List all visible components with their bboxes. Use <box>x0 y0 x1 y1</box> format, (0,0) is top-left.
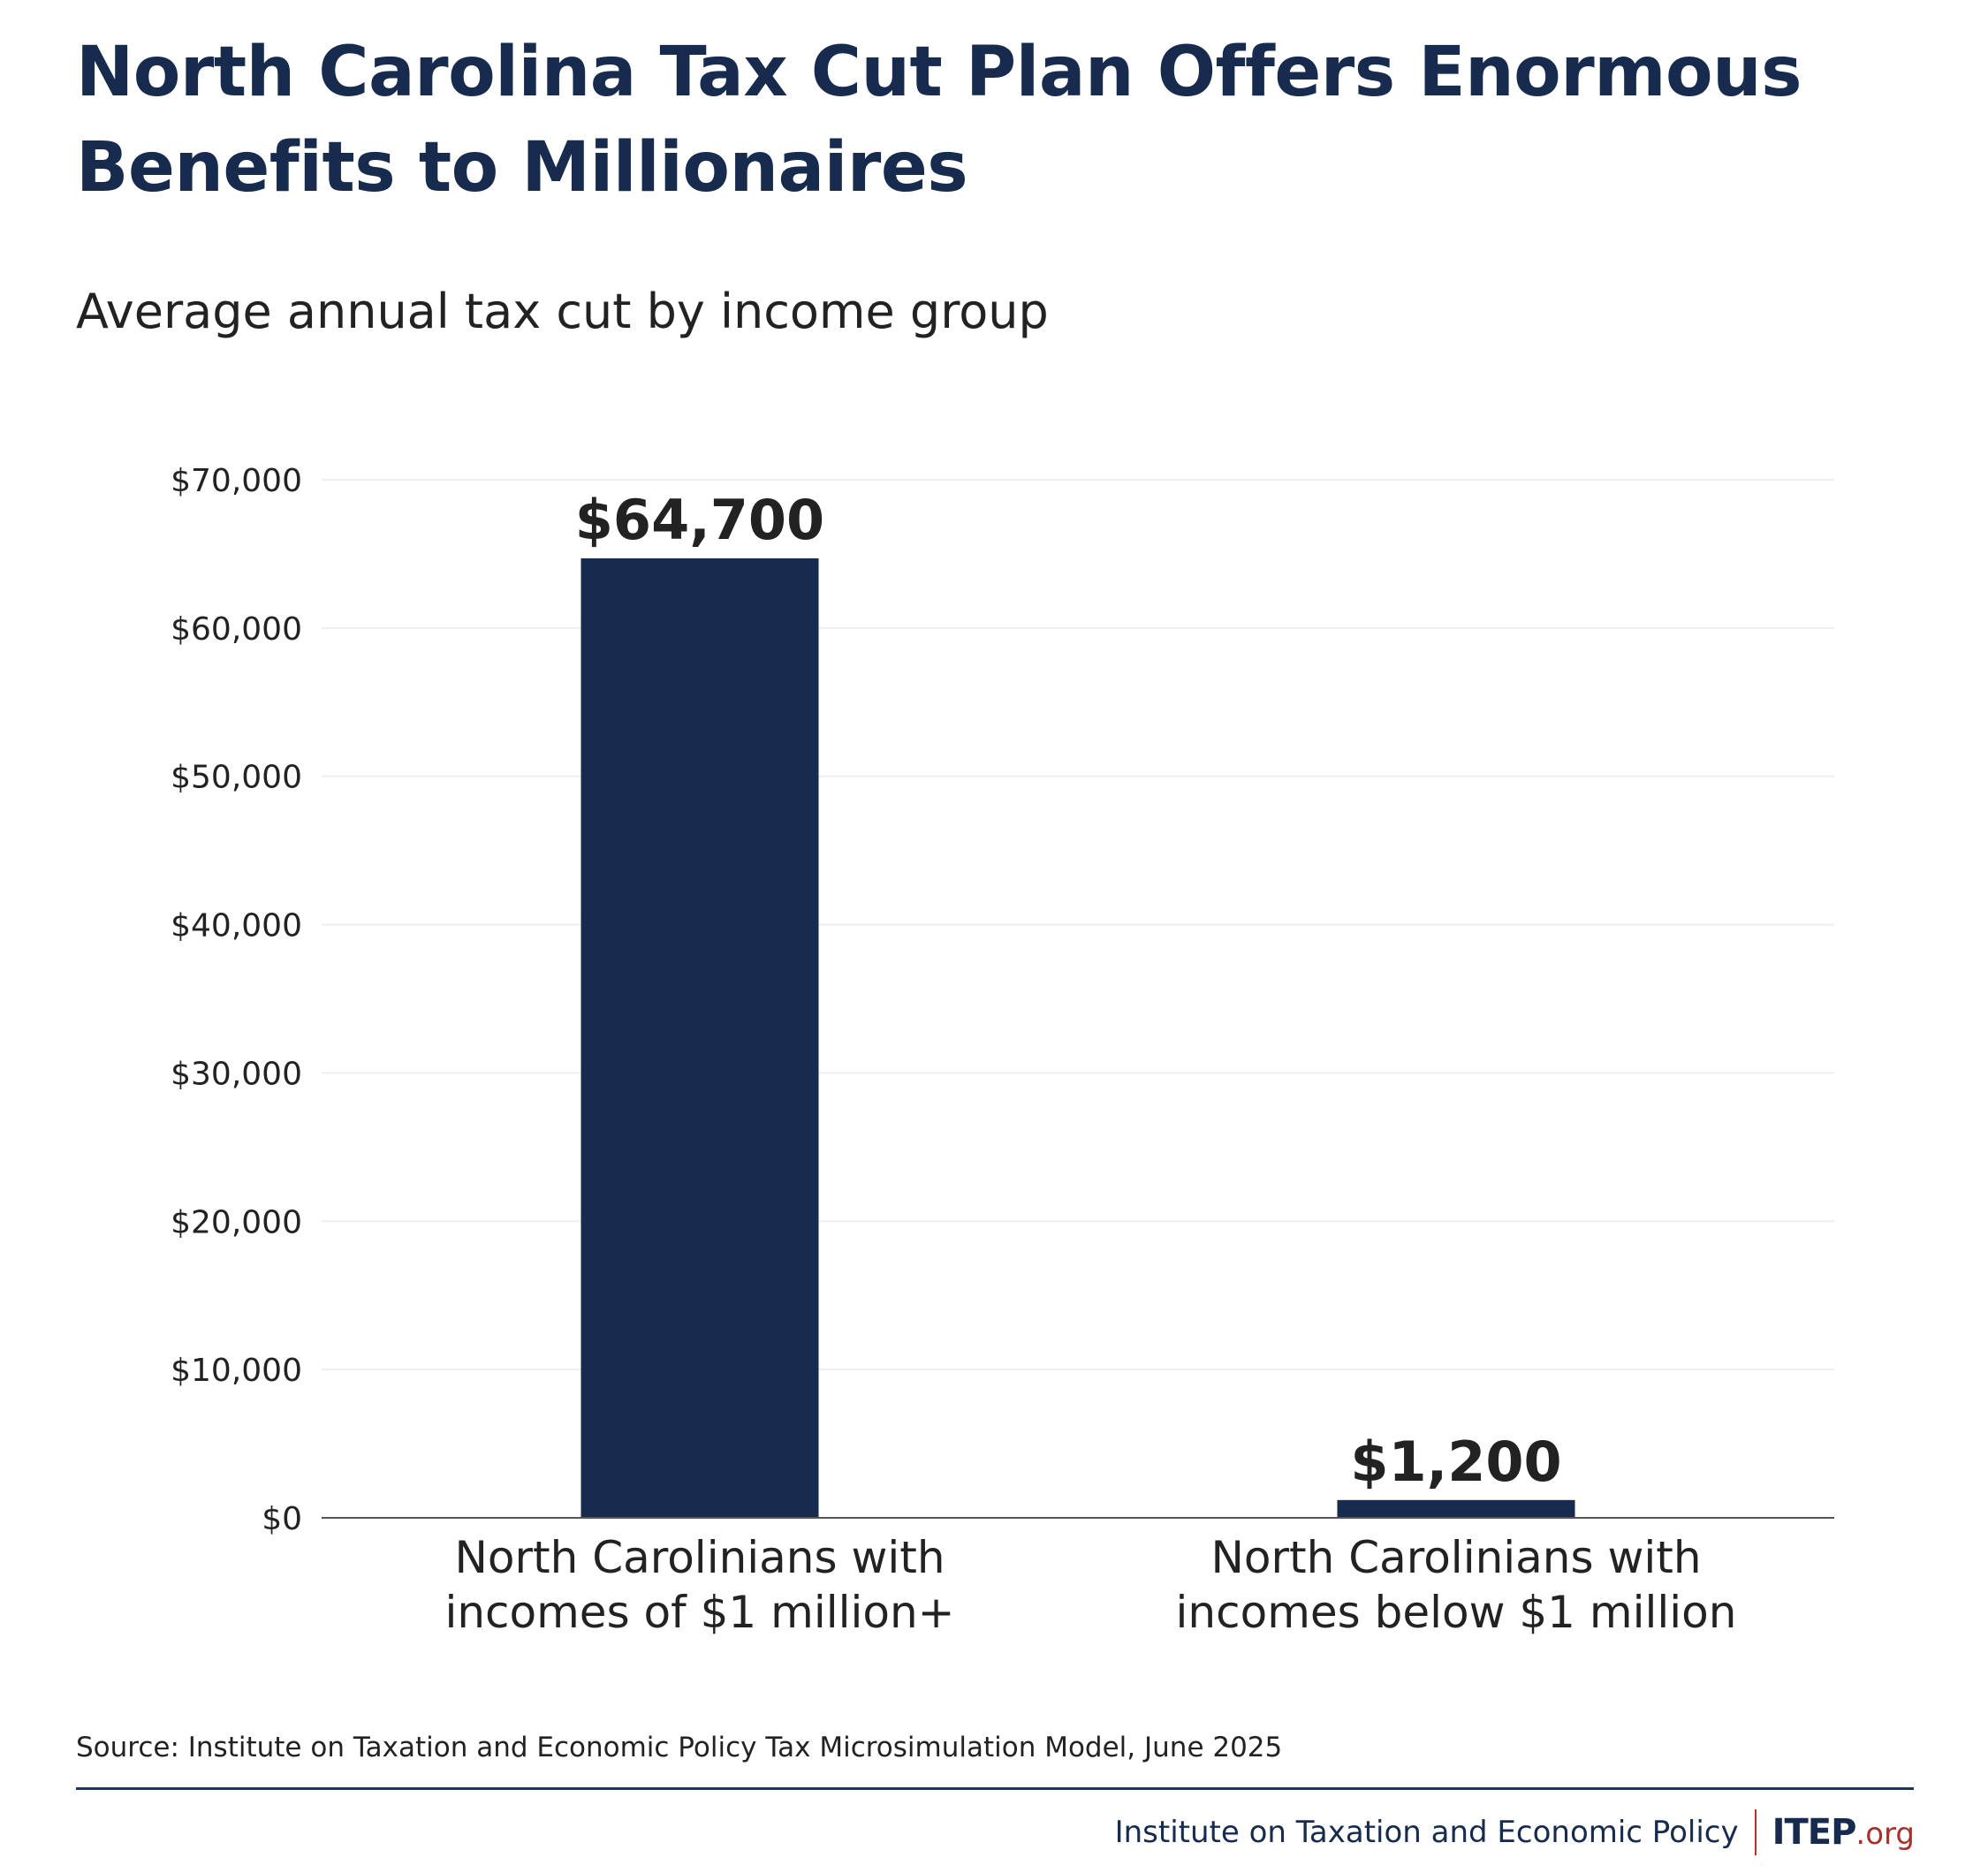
data-label: $64,700 <box>575 488 824 552</box>
logo-suffix: .org <box>1855 1816 1915 1852</box>
y-tick-label: $0 <box>262 1501 302 1537</box>
category-label: incomes below $1 million <box>1176 1587 1737 1638</box>
y-tick-label: $40,000 <box>171 908 302 944</box>
footer-divider <box>76 1787 1914 1790</box>
bar <box>580 557 819 1518</box>
data-labels: $64,700 $1,200 <box>575 488 1562 1494</box>
y-tick-label: $10,000 <box>171 1353 302 1389</box>
y-tick-label: $30,000 <box>171 1056 302 1092</box>
category-label: incomes of $1 million+ <box>444 1587 954 1638</box>
y-axis-tick-labels: $0 $10,000 $20,000 $30,000 $40,000 $50,000 $60… <box>171 463 302 1537</box>
logo-main: ITEP <box>1772 1812 1857 1853</box>
data-label: $1,200 <box>1350 1429 1561 1494</box>
bar-chart: $0 $10,000 $20,000 $30,000 $40,000 $50,000 $60… <box>171 463 1834 1638</box>
itep-logo: ITEP.org <box>1772 1812 1915 1853</box>
category-label: North Carolinians with <box>454 1532 945 1583</box>
chart-subtitle: Average annual tax cut by income group <box>76 284 1049 339</box>
footer: Institute on Taxation and Economic Polic… <box>1115 1808 1915 1857</box>
source-note: Source: Institute on Taxation and Econom… <box>76 1732 1283 1763</box>
bars <box>580 557 1575 1518</box>
category-label: North Carolinians with <box>1210 1532 1701 1583</box>
chart-title: North Carolina Tax Cut Plan Offers Enorm… <box>76 33 1802 208</box>
footer-organization: Institute on Taxation and Economic Polic… <box>1114 1815 1739 1850</box>
gridlines <box>322 479 1834 1371</box>
y-tick-label: $20,000 <box>171 1204 302 1240</box>
y-tick-label: $60,000 <box>171 611 302 648</box>
y-tick-label: $50,000 <box>171 760 302 796</box>
y-tick-label: $70,000 <box>171 463 302 499</box>
bar <box>1337 1499 1575 1518</box>
footer-separator <box>1754 1809 1757 1855</box>
